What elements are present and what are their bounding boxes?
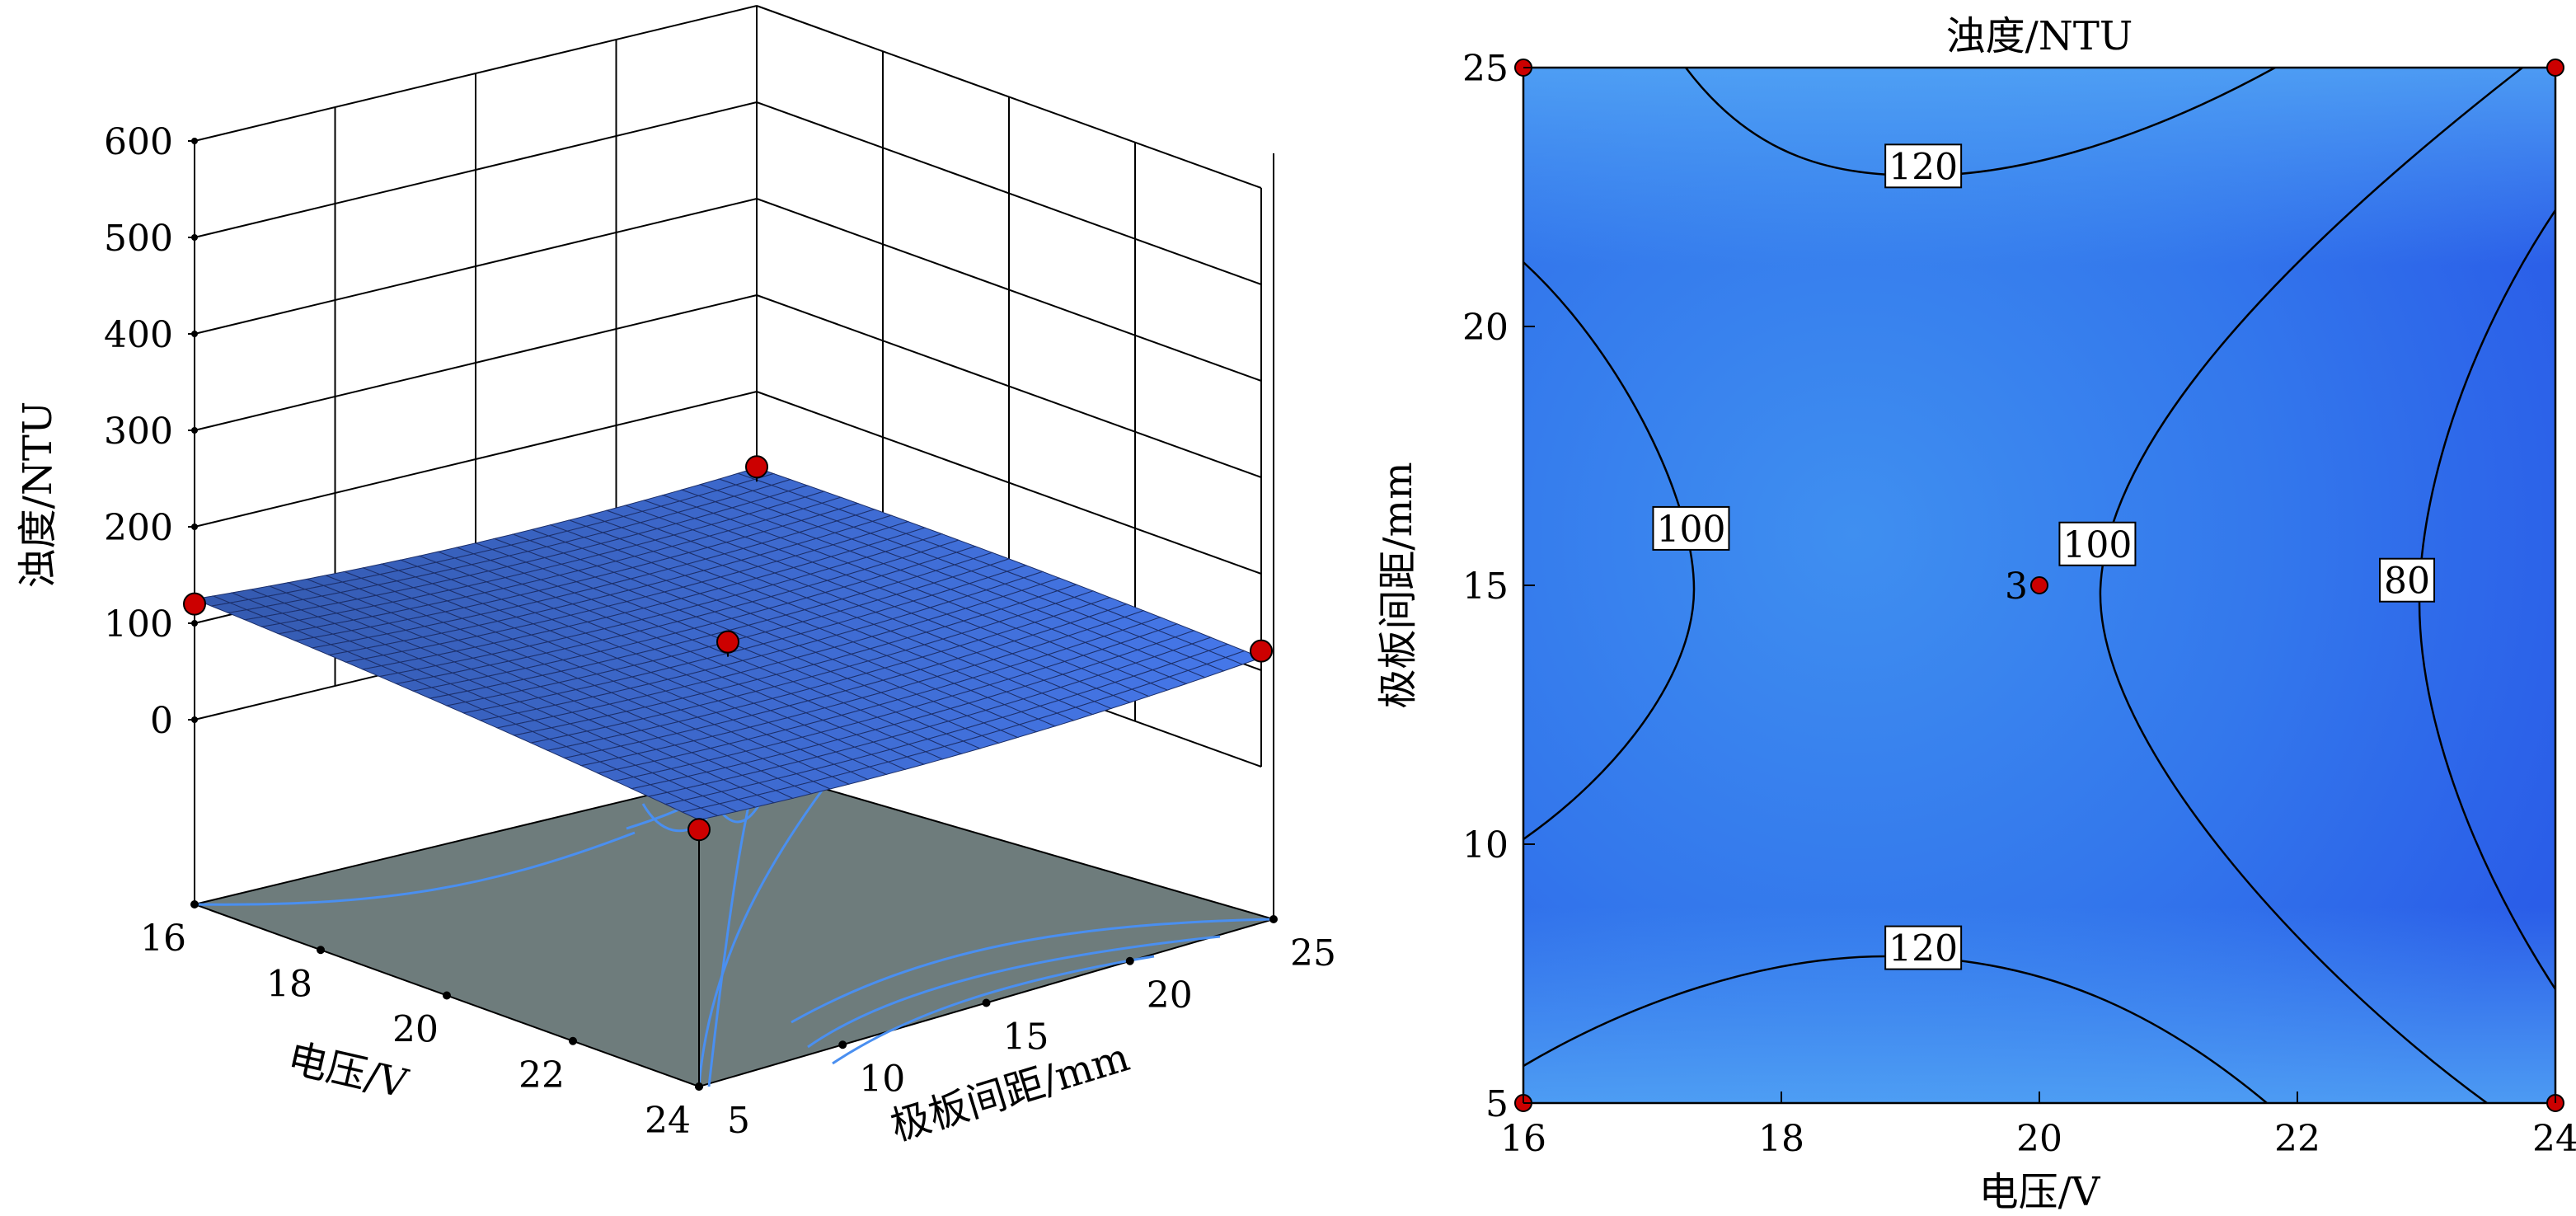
design-point (1250, 639, 1273, 663)
spacing-tick-dot (1125, 956, 1134, 965)
design-point (687, 818, 711, 842)
y-tick-label: 20 (1462, 307, 1509, 349)
z-axis-label: 浊度/NTU (15, 401, 61, 589)
design-point (745, 455, 768, 479)
z-tick-label: 600 (104, 121, 173, 163)
center-replicate-count: 3 (2005, 566, 2028, 608)
z-tick-label: 500 (104, 218, 173, 260)
contour-label-box (1652, 505, 1730, 551)
contour-chart: 120 120 100 100 80 3 16 18 20 22 24 5 10 15 20 25 浊度… (1375, 13, 2576, 1215)
voltage-tick-label: 18 (266, 963, 312, 1005)
z-tick-label: 300 (104, 411, 173, 453)
x-tick-label: 22 (2274, 1118, 2320, 1160)
z-tick-label: 0 (150, 700, 173, 742)
z-tick-label: 100 (104, 603, 173, 646)
voltage-tick-label: 16 (140, 918, 186, 960)
x-tick-label: 18 (1758, 1118, 1804, 1160)
spacing-tick-label: 15 (1003, 1016, 1049, 1059)
spacing-axis-ticks: 5 10 15 20 25 (695, 915, 1336, 1142)
voltage-tick-label: 20 (392, 1009, 439, 1051)
surface-mesh (193, 467, 1263, 821)
spacing-tick-dot (982, 998, 991, 1007)
spacing-tick-dot (695, 1082, 703, 1091)
contour-label-box (2379, 557, 2436, 603)
spacing-tick-dot (1269, 915, 1278, 923)
contour-labels: 120 120 100 100 80 (1652, 143, 2436, 970)
contour-label: 120 (1889, 928, 1958, 970)
x-tick-label: 24 (2532, 1118, 2576, 1160)
contour-fill-bottom (1523, 907, 2555, 1103)
design-point (2546, 59, 2564, 77)
floor-contours (194, 768, 1274, 1087)
z-tick-label: 400 (104, 314, 173, 356)
contour-label-box (1884, 143, 1963, 189)
contour-label-box (1884, 925, 1963, 970)
design-point (183, 592, 206, 616)
surface-chart: 0 100 200 300 400 500 600 16 18 20 22 24 5 10 15 20 25… (15, 5, 1336, 1150)
voltage-tick-label: 24 (645, 1100, 691, 1142)
contour-label: 80 (2384, 561, 2430, 603)
x-tick-label: 16 (1500, 1118, 1546, 1160)
spacing-tick-label: 25 (1290, 932, 1336, 974)
z-tick-label: 200 (104, 507, 173, 549)
contour-100-right (2099, 68, 2523, 1103)
y-tick-label: 10 (1462, 824, 1509, 866)
contour-title: 浊度/NTU (1946, 13, 2133, 59)
contour-y-ticks: 5 10 15 20 25 (1462, 48, 1535, 1125)
voltage-tick-dot (443, 991, 451, 1000)
contour-y-label: 极板间距/mm (1375, 462, 1421, 708)
y-tick-label: 5 (1485, 1083, 1509, 1125)
contour-100-left (1523, 261, 1696, 841)
voltage-tick-dot (190, 900, 199, 908)
spacing-tick-label: 20 (1147, 974, 1193, 1016)
voltage-tick-dot (569, 1036, 577, 1045)
contour-x-label: 电压/V (1979, 1169, 2101, 1215)
contour-label: 100 (2062, 524, 2132, 566)
design-point (716, 630, 739, 654)
surface-points (183, 455, 1273, 845)
voltage-tick-dot (317, 946, 325, 955)
voltage-tick-label: 22 (518, 1054, 565, 1096)
spacing-tick-dot (838, 1040, 847, 1049)
spacing-tick-label: 10 (859, 1058, 905, 1100)
voltage-axis-ticks: 16 18 20 22 24 (140, 900, 703, 1142)
contour-label: 120 (1889, 146, 1958, 188)
design-point (2030, 576, 2048, 594)
contour-points (1514, 59, 2564, 1112)
y-tick-label: 15 (1462, 566, 1509, 608)
x-tick-label: 20 (2016, 1118, 2062, 1160)
contour-x-ticks: 16 18 20 22 24 (1500, 1092, 2576, 1160)
contour-label-box (2058, 521, 2137, 566)
y-tick-label: 25 (1462, 48, 1509, 90)
spacing-tick-label: 5 (727, 1100, 750, 1142)
contour-label: 100 (1656, 509, 1725, 551)
z-axis-ticks: 0 100 200 300 400 500 600 (104, 121, 198, 742)
contour-fill-top (1523, 68, 2555, 265)
